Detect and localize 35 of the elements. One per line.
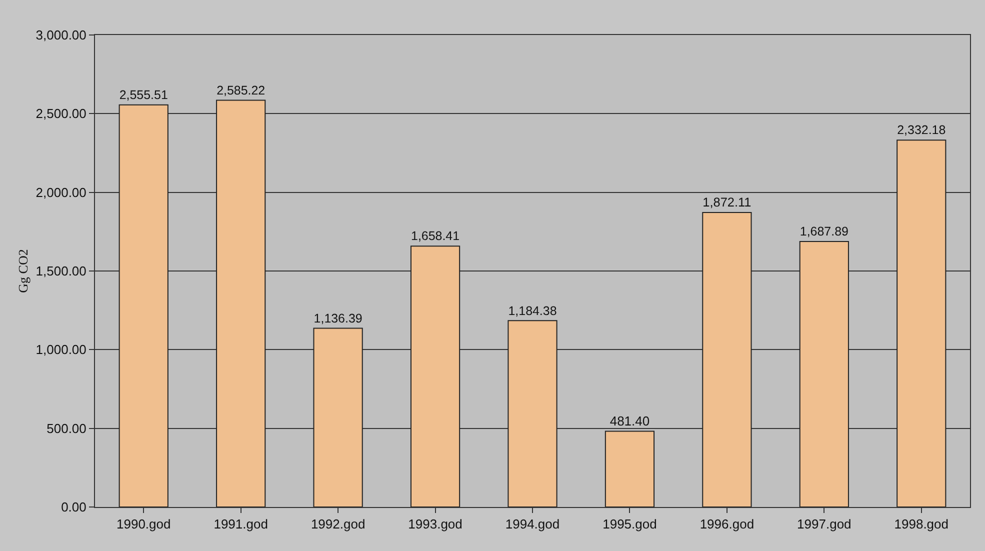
- bar: [896, 140, 946, 507]
- bar: [604, 430, 655, 507]
- x-tick-label: 1990.god: [116, 516, 171, 532]
- y-tick-label: 1,500.00: [36, 264, 86, 279]
- x-tick-label: 1992.god: [310, 516, 366, 532]
- data-label: 1,872.11: [702, 194, 752, 210]
- data-label: 1,687.89: [800, 224, 848, 239]
- y-tick-label: 500.00: [46, 420, 86, 436]
- bar: [702, 212, 752, 507]
- y-tick-label: 2,000.00: [36, 184, 86, 200]
- bar: [216, 100, 266, 507]
- x-tick-label: 1994.god: [505, 516, 560, 532]
- data-label: 2,555.51: [119, 88, 168, 102]
- y-axis-title: Gg CO2: [16, 249, 31, 293]
- data-label: 2,585.22: [216, 83, 266, 98]
- x-tick-label: 1995.god: [602, 516, 657, 532]
- x-tick-label: 1998.god: [894, 516, 949, 532]
- data-label: 1,658.41: [411, 229, 460, 244]
- y-tick-label: 0.00: [61, 500, 86, 515]
- x-tick-label: 1991.god: [214, 516, 268, 532]
- bar: [118, 104, 168, 507]
- bar: [799, 240, 849, 507]
- y-tick-label: 1,000.00: [36, 342, 86, 358]
- data-label: 481.40: [610, 413, 650, 428]
- bar: [313, 328, 363, 507]
- data-label: 1,184.38: [508, 304, 557, 318]
- x-tick-label: 1996.god: [700, 516, 754, 532]
- data-label: 2,332.18: [897, 123, 946, 138]
- y-tick-label: 2,500.00: [36, 106, 86, 122]
- bar: [508, 320, 558, 507]
- y-tick-label: 3,000.00: [36, 28, 86, 43]
- x-tick-label: 1993.god: [408, 516, 462, 532]
- data-label: 1,136.39: [314, 311, 362, 326]
- bar: [410, 246, 460, 507]
- x-tick-label: 1997.god: [797, 516, 852, 532]
